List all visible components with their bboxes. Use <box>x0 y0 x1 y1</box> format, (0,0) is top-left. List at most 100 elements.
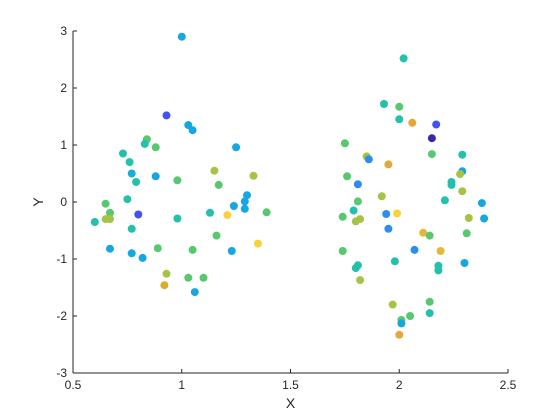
scatter-point <box>393 209 402 218</box>
scatter-point <box>106 208 114 217</box>
scatter-point <box>214 180 223 189</box>
scatter-point <box>210 166 219 175</box>
scatter-point <box>229 202 238 210</box>
scatter-point <box>227 247 236 255</box>
scatter-point <box>188 126 197 135</box>
scatter-point <box>138 253 147 262</box>
scatter-point <box>406 312 415 320</box>
scatter-point <box>364 155 373 164</box>
scatter-point <box>384 224 393 233</box>
scatter-point <box>377 192 386 201</box>
scatter-point <box>395 115 404 124</box>
y-tick-label: -3 <box>56 366 67 380</box>
scatter-point <box>162 111 171 120</box>
scatter-point <box>249 171 258 180</box>
scatter-point <box>123 195 132 204</box>
scatter-point <box>351 264 360 273</box>
y-axis-label: Y <box>30 197 46 207</box>
scatter-point <box>140 139 149 148</box>
scatter-point <box>447 180 456 189</box>
scatter-point <box>419 228 428 237</box>
scatter-point <box>425 309 434 318</box>
x-tick-label: 2.5 <box>500 378 517 392</box>
scatter-point <box>338 212 347 221</box>
scatter-point <box>395 330 404 339</box>
x-tick-label: 2 <box>396 378 403 392</box>
scatter-point <box>480 214 489 223</box>
scatter-point <box>399 54 408 63</box>
x-tick-label: 1.5 <box>282 378 299 392</box>
scatter-point <box>127 224 136 233</box>
scatter-point <box>177 32 186 41</box>
y-tick-label: 3 <box>60 24 67 38</box>
scatter-point <box>434 266 443 275</box>
scatter-point <box>232 143 241 152</box>
scatter-point <box>388 300 397 309</box>
x-axis-label: X <box>286 395 296 411</box>
scatter-point <box>119 149 127 158</box>
x-ticks: 0.5 1 1.5 2 2.5 <box>65 369 517 392</box>
scatter-point <box>356 276 365 285</box>
scatter-point <box>460 259 469 267</box>
scatter-point <box>458 150 467 159</box>
scatter-point <box>240 197 249 206</box>
scatter-point <box>90 218 99 226</box>
scatter-point <box>173 214 182 223</box>
data-points <box>90 32 489 339</box>
scatter-point <box>427 150 436 159</box>
scatter-point <box>462 229 471 238</box>
scatter-point <box>340 139 349 148</box>
scatter-point <box>132 178 141 186</box>
scatter-point <box>351 217 360 226</box>
scatter-point <box>188 245 197 254</box>
scatter-point <box>106 215 114 224</box>
scatter-point <box>101 199 110 208</box>
scatter-point <box>384 160 393 169</box>
scatter-point <box>425 231 434 240</box>
y-tick-label: 1 <box>60 138 67 152</box>
x-tick-label: 0.5 <box>65 378 82 392</box>
y-ticks: -3 -2 -1 0 1 2 3 <box>56 24 77 380</box>
scatter-point <box>243 191 251 200</box>
scatter-point <box>212 231 221 240</box>
scatter-point <box>151 143 160 152</box>
scatter-point <box>382 210 391 218</box>
scatter-point <box>464 214 473 222</box>
scatter-point <box>134 210 143 219</box>
scatter-point <box>343 172 352 181</box>
scatter-point <box>477 199 486 208</box>
scatter-point <box>184 273 193 282</box>
axes: 0.5 1 1.5 2 2.5 -3 -2 -1 0 1 2 3 <box>56 24 516 392</box>
scatter-point <box>440 196 449 205</box>
scatter-point <box>395 102 404 111</box>
scatter-point <box>106 244 114 253</box>
scatter-point <box>432 120 441 129</box>
scatter-point <box>127 249 136 258</box>
y-tick-label: 0 <box>60 195 67 209</box>
scatter-point <box>408 118 417 127</box>
scatter-point <box>253 239 262 248</box>
y-tick-label: -2 <box>56 309 67 323</box>
scatter-point <box>456 170 465 179</box>
scatter-point <box>353 180 362 189</box>
scatter-point <box>153 244 162 253</box>
scatter-point <box>160 281 169 290</box>
scatter-point <box>190 288 199 297</box>
scatter-point <box>353 197 362 206</box>
scatter-point <box>206 208 214 217</box>
x-tick-label: 1 <box>178 378 185 392</box>
scatter-point <box>390 257 399 266</box>
scatter-point <box>410 245 419 254</box>
scatter-point <box>151 172 160 181</box>
scatter-point <box>223 211 232 220</box>
scatter-point <box>425 297 434 306</box>
scatter-point <box>338 247 347 255</box>
scatter-point <box>427 134 436 143</box>
scatter-point <box>240 204 249 213</box>
scatter-point <box>380 100 388 108</box>
scatter-point <box>349 206 358 215</box>
y-tick-label: 2 <box>60 81 67 95</box>
scatter-point <box>397 319 406 328</box>
scatter-point <box>262 208 271 217</box>
